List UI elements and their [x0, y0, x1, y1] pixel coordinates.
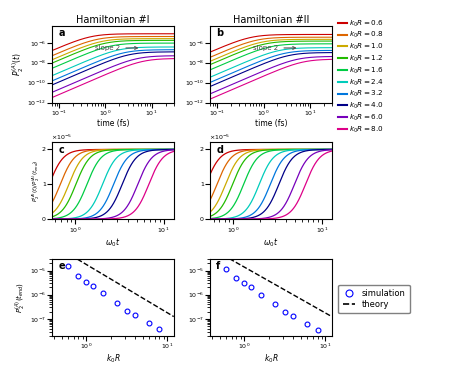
- X-axis label: $\omega_0 t$: $\omega_0 t$: [105, 236, 120, 249]
- Y-axis label: $P_2^{(A)}(t)$: $P_2^{(A)}(t)$: [10, 52, 26, 76]
- Text: slope 2: slope 2: [253, 45, 295, 51]
- Legend: simulation, theory: simulation, theory: [338, 284, 410, 313]
- Text: $\times10^{-5}$: $\times10^{-5}$: [209, 132, 230, 142]
- Text: d: d: [216, 145, 223, 155]
- Title: Hamiltonian #I: Hamiltonian #I: [76, 15, 150, 25]
- Legend: $k_0R = 0.6$, $k_0R = 0.8$, $k_0R = 1.0$, $k_0R = 1.2$, $k_0R = 1.6$, $k_0R = 2.: $k_0R = 0.6$, $k_0R = 0.8$, $k_0R = 1.0$…: [338, 18, 384, 135]
- Text: $\times10^{-5}$: $\times10^{-5}$: [51, 132, 72, 142]
- Text: e: e: [58, 261, 65, 271]
- Y-axis label: $P_2^{(A)}(t)/P_2^{(A)}(t_{end})$: $P_2^{(A)}(t)/P_2^{(A)}(t_{end})$: [30, 159, 42, 202]
- Text: b: b: [216, 28, 223, 38]
- Title: Hamiltonian #II: Hamiltonian #II: [233, 15, 309, 25]
- X-axis label: $k_0R$: $k_0R$: [106, 353, 120, 365]
- X-axis label: time (fs): time (fs): [255, 120, 287, 128]
- Y-axis label: $P_2^{(A)}(t_{end})$: $P_2^{(A)}(t_{end})$: [14, 282, 28, 313]
- X-axis label: $\omega_0 t$: $\omega_0 t$: [264, 236, 279, 249]
- X-axis label: $k_0R$: $k_0R$: [264, 353, 278, 365]
- Text: slope 2: slope 2: [95, 45, 137, 51]
- X-axis label: time (fs): time (fs): [97, 120, 129, 128]
- Text: f: f: [216, 261, 220, 271]
- Text: a: a: [58, 28, 65, 38]
- Text: c: c: [58, 145, 64, 155]
